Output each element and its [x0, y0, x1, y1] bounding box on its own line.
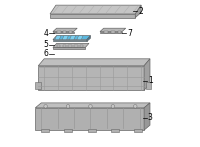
Text: 4: 4 [44, 29, 49, 38]
Polygon shape [144, 59, 150, 90]
Bar [68, 45, 72, 47]
Polygon shape [62, 36, 68, 40]
Bar [57, 31, 61, 33]
Circle shape [111, 105, 115, 108]
Polygon shape [50, 14, 135, 18]
Bar [104, 31, 108, 33]
Bar [118, 31, 121, 33]
Text: 1: 1 [148, 76, 153, 85]
Text: 3: 3 [148, 113, 153, 122]
Polygon shape [53, 40, 87, 41]
Circle shape [44, 105, 47, 108]
Polygon shape [53, 32, 74, 33]
Polygon shape [53, 28, 77, 32]
Polygon shape [100, 28, 126, 32]
Polygon shape [55, 36, 61, 40]
Polygon shape [35, 103, 150, 108]
Bar [80, 45, 83, 47]
Bar [111, 129, 119, 132]
Bar [88, 129, 96, 132]
Polygon shape [38, 59, 150, 66]
Bar [57, 45, 60, 47]
Bar [35, 82, 41, 89]
Polygon shape [100, 32, 122, 33]
Bar [41, 129, 49, 132]
Bar [63, 31, 66, 33]
Bar [111, 31, 115, 33]
Polygon shape [87, 36, 90, 41]
Polygon shape [53, 47, 85, 49]
Bar [74, 45, 78, 47]
Polygon shape [144, 103, 150, 130]
Polygon shape [135, 5, 141, 18]
Bar [64, 129, 72, 132]
Polygon shape [38, 66, 144, 90]
Bar [146, 82, 151, 89]
Circle shape [66, 105, 70, 108]
Bar [69, 31, 72, 33]
Text: 2: 2 [138, 6, 143, 16]
Polygon shape [35, 108, 144, 130]
Bar [134, 129, 142, 132]
Text: 6: 6 [44, 49, 49, 58]
Text: 7: 7 [127, 29, 132, 38]
Polygon shape [53, 43, 89, 47]
Polygon shape [50, 5, 141, 14]
Text: 5: 5 [44, 40, 49, 49]
Polygon shape [69, 36, 76, 40]
Polygon shape [53, 36, 90, 40]
Circle shape [89, 105, 92, 108]
Bar [63, 45, 66, 47]
Circle shape [134, 105, 137, 108]
Polygon shape [77, 36, 83, 40]
